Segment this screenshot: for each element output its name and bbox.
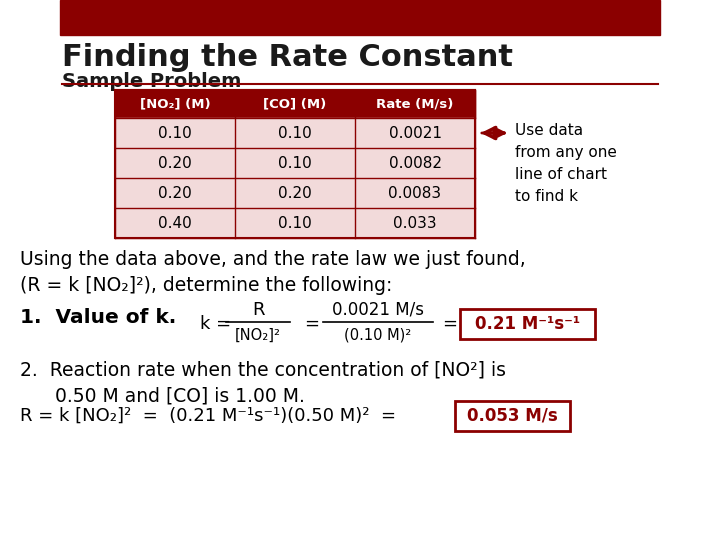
Text: R: R — [252, 301, 264, 319]
Text: 0.0021 M/s: 0.0021 M/s — [332, 301, 424, 319]
Text: Using the data above, and the rate law we just found,: Using the data above, and the rate law w… — [20, 250, 526, 269]
Text: (0.10 M)²: (0.10 M)² — [344, 327, 412, 342]
Text: from any one: from any one — [515, 145, 617, 160]
Text: [NO₂]²: [NO₂]² — [235, 327, 281, 342]
Text: 0.21 M⁻¹s⁻¹: 0.21 M⁻¹s⁻¹ — [475, 315, 580, 333]
Text: =: = — [442, 315, 457, 333]
Text: 2.  Reaction rate when the concentration of [NO²] is: 2. Reaction rate when the concentration … — [20, 360, 506, 379]
Bar — [115, 148, 475, 178]
Text: 0.10: 0.10 — [278, 125, 312, 140]
Text: k =: k = — [200, 315, 231, 333]
Text: 0.20: 0.20 — [158, 156, 192, 171]
Text: [CO] (M): [CO] (M) — [264, 98, 327, 111]
Text: 0.50 M and [CO] is 1.00 M.: 0.50 M and [CO] is 1.00 M. — [55, 386, 305, 405]
Bar — [60, 0, 660, 35]
Bar — [455, 401, 570, 431]
Text: [NO₂] (M): [NO₂] (M) — [140, 98, 210, 111]
Text: Rate (M/s): Rate (M/s) — [377, 98, 454, 111]
Text: =: = — [304, 315, 319, 333]
Text: 0.40: 0.40 — [158, 215, 192, 231]
Text: (R = k [NO₂]²), determine the following:: (R = k [NO₂]²), determine the following: — [20, 276, 392, 295]
Text: Finding the Rate Constant: Finding the Rate Constant — [62, 43, 513, 72]
Text: 0.10: 0.10 — [158, 125, 192, 140]
Bar — [115, 90, 475, 118]
Text: 0.033: 0.033 — [393, 215, 437, 231]
Text: 0.053 M/s: 0.053 M/s — [467, 407, 558, 425]
Text: Use data: Use data — [515, 123, 583, 138]
Text: 0.0021: 0.0021 — [389, 125, 441, 140]
Text: R = k [NO₂]²  =  (0.21 M⁻¹s⁻¹)(0.50 M)²  =: R = k [NO₂]² = (0.21 M⁻¹s⁻¹)(0.50 M)² = — [20, 407, 396, 425]
Text: 0.0082: 0.0082 — [389, 156, 441, 171]
Bar — [115, 118, 475, 148]
Text: Sample Problem: Sample Problem — [62, 72, 241, 91]
Bar — [115, 208, 475, 238]
Text: 0.20: 0.20 — [278, 186, 312, 200]
Text: 0.0083: 0.0083 — [388, 186, 441, 200]
Text: 0.10: 0.10 — [278, 215, 312, 231]
Text: line of chart: line of chart — [515, 167, 607, 182]
Bar — [115, 90, 475, 238]
Bar — [460, 309, 595, 339]
Text: 0.10: 0.10 — [278, 156, 312, 171]
Text: 0.20: 0.20 — [158, 186, 192, 200]
Bar — [115, 178, 475, 208]
Text: 1.  Value of k.: 1. Value of k. — [20, 308, 176, 327]
Text: to find k: to find k — [515, 189, 578, 204]
